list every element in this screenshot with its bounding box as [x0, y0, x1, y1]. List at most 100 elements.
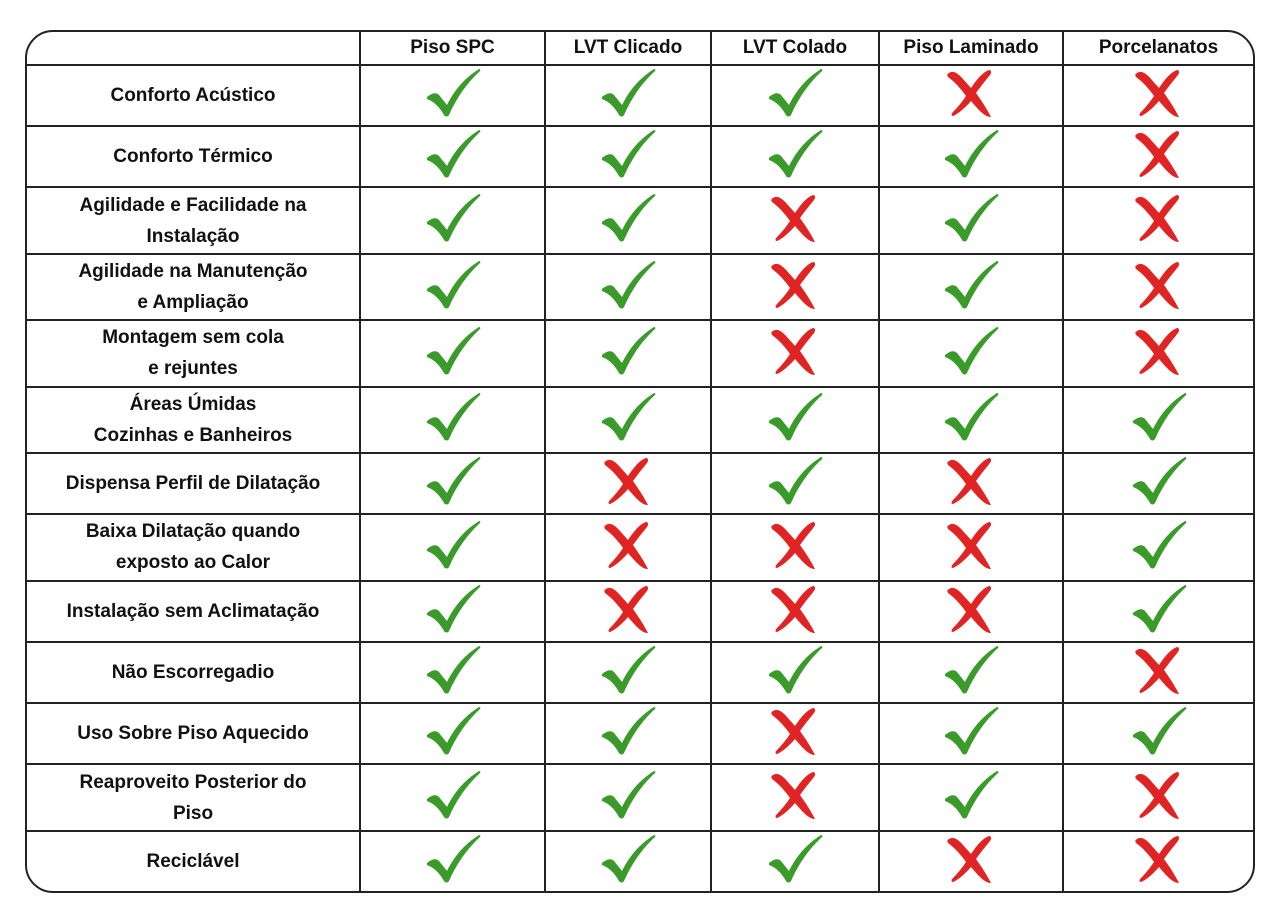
feature-cell — [710, 763, 880, 832]
feature-cell — [878, 763, 1064, 832]
column-header-piso-spc: Piso SPC — [359, 32, 546, 66]
feature-cell — [1062, 763, 1253, 832]
table-row: Baixa Dilatação quando exposto ao Calor — [27, 513, 1253, 582]
table-row: Uso Sobre Piso Aquecido — [27, 702, 1253, 766]
feature-cell — [710, 452, 880, 516]
feature-cell — [710, 513, 880, 582]
row-label: Reciclável — [27, 829, 361, 891]
cross-icon — [598, 521, 658, 575]
feature-cell — [878, 452, 1064, 516]
feature-cell — [878, 513, 1064, 582]
row-label: Agilidade na Manutenção e Ampliação — [27, 252, 361, 322]
feature-cell — [544, 319, 712, 388]
table-row: Dispensa Perfil de Dilatação — [27, 452, 1253, 516]
column-header-porcelanatos: Porcelanatos — [1062, 32, 1253, 66]
feature-cell — [359, 186, 546, 255]
check-icon — [941, 393, 1001, 447]
check-icon — [765, 457, 825, 511]
column-header-lvt-colado: LVT Colado — [710, 32, 880, 66]
cross-icon — [765, 585, 825, 639]
check-icon — [423, 834, 483, 889]
table-row: Conforto Acústico — [27, 63, 1253, 128]
check-icon — [941, 260, 1001, 315]
feature-cell — [544, 702, 712, 766]
feature-cell — [710, 829, 880, 891]
cross-icon — [1129, 647, 1189, 700]
check-icon — [423, 584, 483, 639]
feature-cell — [544, 63, 712, 128]
table-row: Agilidade na Manutenção e Ampliação — [27, 252, 1253, 322]
feature-cell — [359, 385, 546, 455]
feature-cell — [544, 763, 712, 832]
feature-cell — [710, 579, 880, 643]
feature-cell — [878, 579, 1064, 643]
check-icon — [765, 130, 825, 184]
feature-cell — [878, 385, 1064, 455]
feature-cell — [710, 63, 880, 128]
check-icon — [765, 834, 825, 889]
table-row: Reciclável — [27, 829, 1253, 891]
check-icon — [1129, 707, 1189, 761]
check-icon — [765, 646, 825, 700]
row-label: Uso Sobre Piso Aquecido — [27, 702, 361, 766]
feature-cell — [1062, 702, 1253, 766]
comparison-table-frame: Piso SPC LVT Clicado LVT Colado Piso Lamina… — [25, 30, 1255, 893]
feature-cell — [710, 186, 880, 255]
check-icon — [765, 69, 825, 123]
column-header-piso-laminado: Piso Laminado — [878, 32, 1064, 66]
check-icon — [423, 646, 483, 700]
check-icon — [598, 707, 658, 761]
check-icon — [423, 260, 483, 315]
feature-cell — [710, 252, 880, 322]
cross-icon — [598, 585, 658, 639]
feature-cell — [359, 63, 546, 128]
cross-icon — [941, 458, 1001, 511]
table-row: Agilidade e Facilidade na Instalação — [27, 186, 1253, 255]
feature-cell — [359, 452, 546, 516]
row-label: Áreas Úmidas Cozinhas e Banheiros — [27, 385, 361, 455]
check-icon — [423, 707, 483, 761]
feature-cell — [1062, 829, 1253, 891]
feature-cell — [359, 579, 546, 643]
check-icon — [941, 130, 1001, 184]
table-row: Áreas Úmidas Cozinhas e Banheiros — [27, 385, 1253, 455]
feature-cell — [544, 579, 712, 643]
table-row: Reaproveito Posterior do Piso — [27, 763, 1253, 832]
cross-icon — [941, 585, 1001, 639]
cross-icon — [765, 521, 825, 575]
cross-icon — [598, 458, 658, 511]
row-label: Dispensa Perfil de Dilatação — [27, 452, 361, 516]
cross-icon — [1129, 261, 1189, 315]
check-icon — [598, 393, 658, 447]
feature-cell — [359, 763, 546, 832]
feature-cell — [1062, 385, 1253, 455]
corner-cell — [27, 32, 361, 66]
row-label: Montagem sem cola e rejuntes — [27, 319, 361, 388]
table-row: Conforto Térmico — [27, 125, 1253, 189]
check-icon — [423, 457, 483, 511]
feature-cell — [359, 125, 546, 189]
check-icon — [423, 69, 483, 123]
comparison-table: Piso SPC LVT Clicado LVT Colado Piso Lamina… — [27, 32, 1253, 891]
check-icon — [1129, 393, 1189, 447]
feature-cell — [544, 829, 712, 891]
cross-icon — [1129, 772, 1189, 825]
row-label: Reaproveito Posterior do Piso — [27, 763, 361, 832]
cross-icon — [1129, 327, 1189, 381]
feature-cell — [544, 513, 712, 582]
feature-cell — [878, 702, 1064, 766]
feature-cell — [1062, 186, 1253, 255]
feature-cell — [359, 513, 546, 582]
feature-cell — [359, 829, 546, 891]
check-icon — [598, 771, 658, 825]
check-icon — [598, 646, 658, 700]
feature-cell — [1062, 319, 1253, 388]
cross-icon — [765, 261, 825, 315]
feature-cell — [878, 640, 1064, 705]
feature-cell — [710, 125, 880, 189]
cross-icon — [765, 708, 825, 761]
cross-icon — [941, 70, 1001, 123]
check-icon — [423, 393, 483, 447]
row-label: Conforto Térmico — [27, 125, 361, 189]
feature-cell — [1062, 125, 1253, 189]
